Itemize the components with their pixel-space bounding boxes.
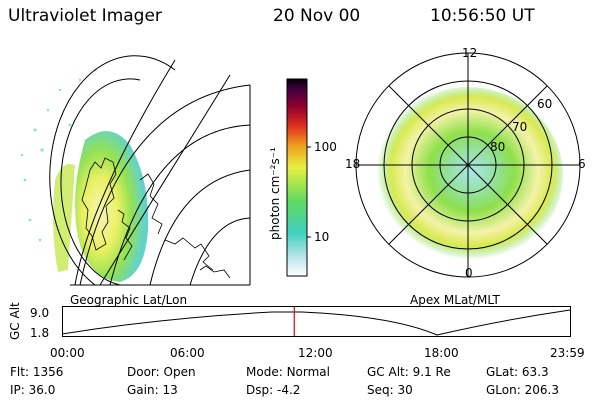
altitude-tick-bottom: 1.8 <box>30 326 50 340</box>
colorbar <box>286 78 311 277</box>
colorbar-tick-100: 100 <box>314 140 337 154</box>
time-tick-2: 12:00 <box>298 346 333 360</box>
coastlines <box>81 157 231 279</box>
altitude-curve <box>62 309 571 336</box>
info-door: Door: Open <box>127 365 196 379</box>
mlt-label-12: 12 <box>462 46 478 60</box>
info-ip: IP: 36.0 <box>10 383 56 397</box>
info-flt: Flt: 1356 <box>10 365 64 379</box>
polar-panel-label: Apex MLat/MLT <box>410 293 500 307</box>
polar-plot <box>355 52 581 278</box>
altitude-plot-frame <box>62 306 571 337</box>
info-mode: Mode: Normal <box>246 365 330 379</box>
time-tick-1: 06:00 <box>170 346 205 360</box>
geographic-map <box>20 55 251 286</box>
mlat-label-80: 80 <box>490 140 506 154</box>
info-gc-alt: GC Alt: 9.1 Re <box>367 365 451 379</box>
time-tick-4: 23:59 <box>550 346 585 360</box>
mlat-label-60: 60 <box>537 97 553 111</box>
time-label: 10:56:50 UT <box>430 6 535 26</box>
info-glat: GLat: 63.3 <box>486 365 549 379</box>
info-glon: GLon: 206.3 <box>486 383 559 397</box>
geo-panel-label: Geographic Lat/Lon <box>70 293 188 307</box>
altitude-axis-label: GC Alt <box>8 302 22 340</box>
mlat-label-70: 70 <box>512 120 528 134</box>
altitude-tick-top: 9.0 <box>30 306 50 320</box>
mlt-lines <box>356 53 580 277</box>
info-seq: Seq: 30 <box>367 383 413 397</box>
time-tick-0: 00:00 <box>50 346 85 360</box>
time-tick-3: 18:00 <box>424 346 459 360</box>
mlt-label-18: 18 <box>345 157 361 171</box>
altitude-plot <box>62 306 571 337</box>
info-dsp: Dsp: -4.2 <box>246 383 301 397</box>
date-label: 20 Nov 00 <box>273 6 361 26</box>
lat-lon-grid <box>49 55 251 286</box>
instrument-title: Ultraviolet Imager <box>8 6 162 26</box>
colorbar-unit-label: photon cm⁻²s⁻¹ <box>268 147 282 240</box>
colorbar-gradient <box>286 78 308 277</box>
mlt-label-6: 6 <box>578 157 586 171</box>
mlt-label-0: 0 <box>465 266 473 280</box>
auroral-oval-geo <box>75 131 149 282</box>
colorbar-tick-10: 10 <box>314 230 330 244</box>
info-gain: Gain: 13 <box>127 383 178 397</box>
